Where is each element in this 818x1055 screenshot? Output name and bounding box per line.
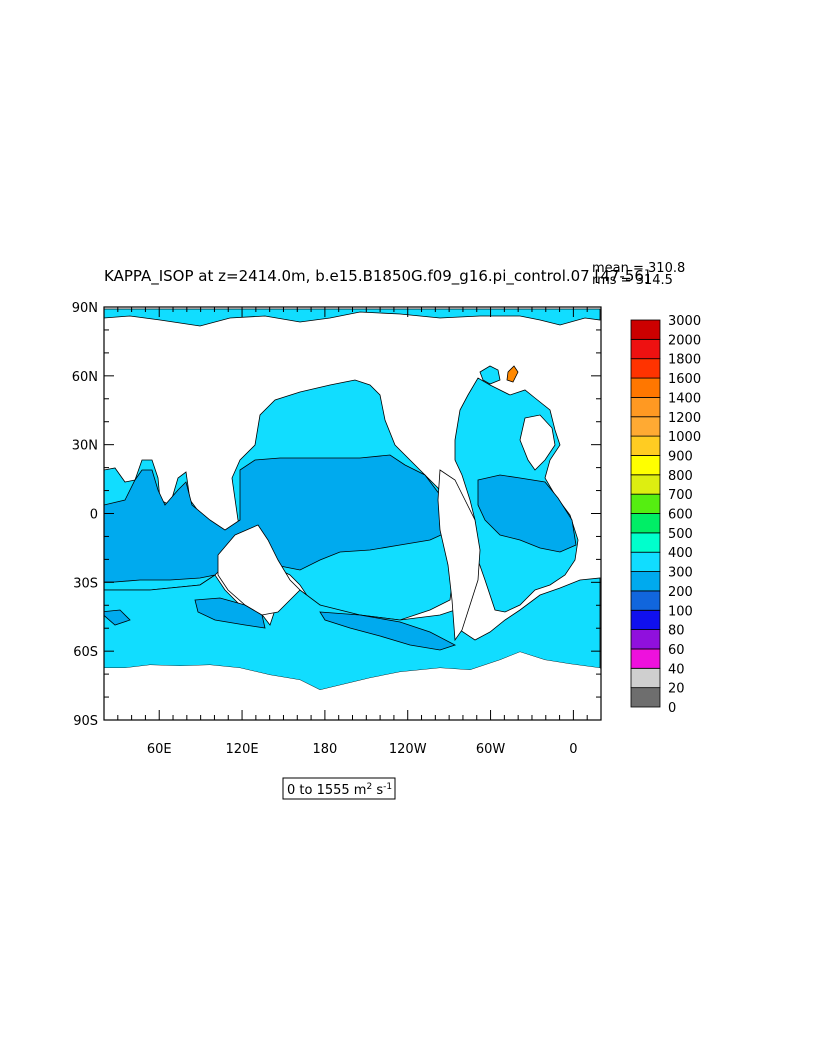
map-panel: 90N 60N 30N 0 30S 60S 90S 60E 120E 180 120W 60W 0 <box>72 301 602 757</box>
colorbar-label: 900 <box>668 449 693 464</box>
colorbar: 0 20 40 60 80 100 200 300 400 500 600 700 800 900 1000… <box>630 314 701 716</box>
colorbar-label: 1400 <box>668 391 701 406</box>
colorbar-swatch <box>630 513 661 534</box>
colorbar-swatch <box>630 416 661 437</box>
land-africa <box>519 414 556 471</box>
band-200-300-atlantic <box>477 474 577 553</box>
band-200-300-south-1 <box>194 597 266 629</box>
region-greenland-high-2 <box>479 365 501 385</box>
axis-ticks <box>103 306 602 721</box>
x-axis-labels: 60E 120E 180 120W 60W 0 <box>147 742 578 757</box>
colorbar-label: 3000 <box>668 314 701 329</box>
y-tick-label: 90S <box>73 714 98 729</box>
y-tick-label: 60N <box>72 370 98 385</box>
colorbar-label: 300 <box>668 566 693 581</box>
colorbar-swatch <box>630 435 661 456</box>
colorbar-swatch <box>630 687 661 708</box>
band-200-300-south-3 <box>104 609 131 626</box>
colorbar-label: 2000 <box>668 333 701 348</box>
colorbar-swatch <box>630 590 661 611</box>
y-tick-label: 30N <box>72 439 98 454</box>
colorbar-swatch <box>630 551 661 572</box>
colorbar-label: 400 <box>668 546 693 561</box>
colorbar-swatch <box>630 493 661 514</box>
colorbar-label: 600 <box>668 508 693 523</box>
colorbar-label: 1000 <box>668 430 701 445</box>
x-tick-label: 60E <box>147 742 172 757</box>
colorbar-swatch <box>630 358 661 379</box>
colorbar-label: 200 <box>668 585 693 600</box>
colorbar-label: 500 <box>668 527 693 542</box>
colorbar-swatch <box>630 532 661 553</box>
colorbar-swatch <box>630 648 661 669</box>
y-tick-label: 0 <box>90 508 98 523</box>
colorbar-label: 1200 <box>668 411 701 426</box>
colorbar-label: 800 <box>668 469 693 484</box>
x-tick-label: 60W <box>476 742 506 757</box>
y-tick-label: 60S <box>73 645 98 660</box>
colorbar-label: 80 <box>668 624 685 639</box>
colorbar-label: 20 <box>668 682 685 697</box>
land-antarctica <box>104 652 600 720</box>
y-tick-label: 90N <box>72 301 98 316</box>
colorbar-label: 1800 <box>668 353 701 368</box>
colorbar-label: 700 <box>668 488 693 503</box>
land-australia <box>217 524 301 616</box>
land-southamerica <box>437 469 481 642</box>
y-axis-labels: 90N 60N 30N 0 30S 60S 90S <box>72 301 98 729</box>
colorbar-label: 60 <box>668 643 685 658</box>
x-tick-label: 180 <box>312 742 337 757</box>
x-tick-label: 120E <box>226 742 259 757</box>
plot-title: KAPPA_ISOP at z=2414.0m, b.e15.B1850G.f0… <box>104 267 650 286</box>
colorbar-label: 0 <box>668 701 676 716</box>
region-greenland-high <box>506 365 519 383</box>
rms-label: rms = 314.5 <box>592 273 673 288</box>
colorbar-swatch <box>630 319 661 340</box>
colorbar-swatch <box>630 667 661 689</box>
ocean-arctic <box>104 308 601 327</box>
colorbar-swatch <box>630 629 661 650</box>
y-tick-label: 30S <box>73 576 98 591</box>
x-tick-label: 0 <box>569 742 577 757</box>
colorbar-label: 100 <box>668 604 693 619</box>
range-box: 0 to 1555 m2 s-1 <box>282 777 396 800</box>
band-200-300-south-2 <box>319 611 457 651</box>
colorbar-swatch <box>630 609 661 631</box>
colorbar-swatch <box>630 396 661 418</box>
colorbar-swatch <box>630 455 661 476</box>
colorbar-swatch <box>630 377 661 398</box>
colorbar-swatch <box>630 571 661 592</box>
colorbar-label: 40 <box>668 662 685 677</box>
colorbar-label: 1600 <box>668 372 701 387</box>
range-label: 0 to 1555 m2 s-1 <box>287 782 392 798</box>
colorbar-swatch <box>630 338 661 360</box>
x-tick-label: 120W <box>389 742 427 757</box>
mean-label: mean = 310.8 <box>592 261 685 276</box>
colorbar-swatch <box>630 474 661 495</box>
